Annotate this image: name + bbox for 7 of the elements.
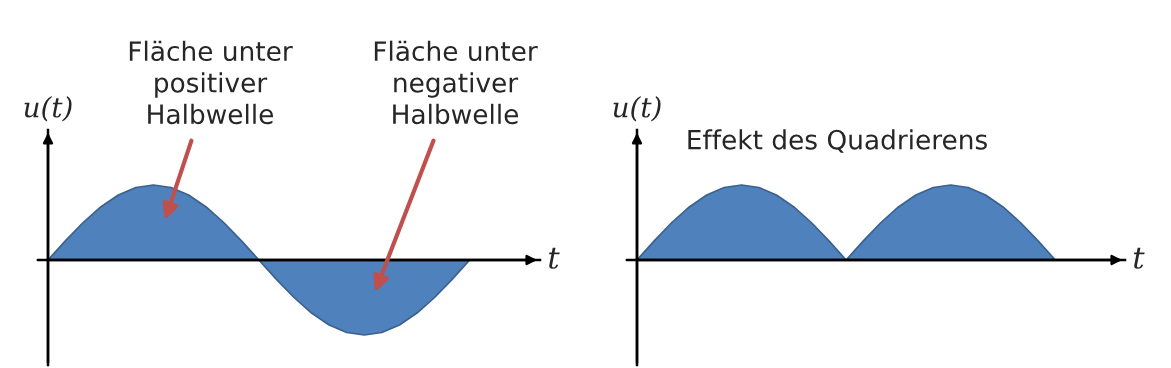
x-axis-title: t (549, 247, 560, 269)
text: Fläche unter negativer Halbwelle (374, 40, 538, 125)
y-axis-title: u(t) (613, 96, 661, 122)
chart-title: Effekt des Quadrierens (688, 129, 987, 153)
y-axis-title: u(t) (24, 96, 72, 122)
x-axis-title: t (1133, 247, 1145, 269)
text: Fläche unter positiver Halbwelle (129, 40, 293, 125)
